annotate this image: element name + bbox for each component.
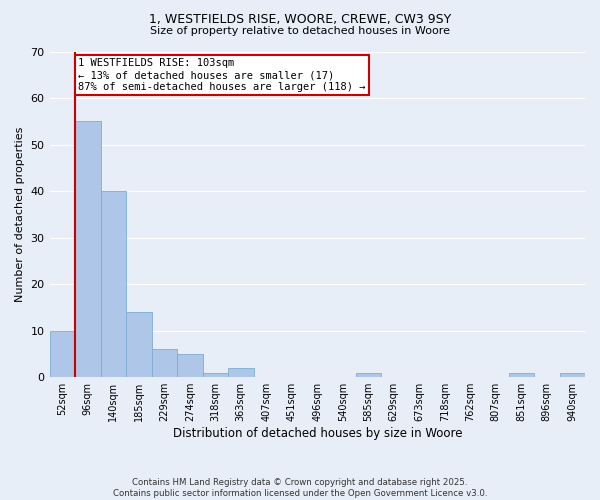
Bar xyxy=(101,191,126,377)
Text: Contains HM Land Registry data © Crown copyright and database right 2025.
Contai: Contains HM Land Registry data © Crown c… xyxy=(113,478,487,498)
Bar xyxy=(203,372,228,377)
Bar xyxy=(75,122,101,377)
Text: 1, WESTFIELDS RISE, WOORE, CREWE, CW3 9SY: 1, WESTFIELDS RISE, WOORE, CREWE, CW3 9S… xyxy=(149,12,451,26)
Bar xyxy=(228,368,254,377)
Bar xyxy=(560,372,585,377)
Bar xyxy=(509,372,534,377)
Bar xyxy=(152,350,177,377)
X-axis label: Distribution of detached houses by size in Woore: Distribution of detached houses by size … xyxy=(173,427,462,440)
Bar xyxy=(356,372,381,377)
Y-axis label: Number of detached properties: Number of detached properties xyxy=(15,126,25,302)
Text: Size of property relative to detached houses in Woore: Size of property relative to detached ho… xyxy=(150,26,450,36)
Text: 1 WESTFIELDS RISE: 103sqm
← 13% of detached houses are smaller (17)
87% of semi-: 1 WESTFIELDS RISE: 103sqm ← 13% of detac… xyxy=(78,58,365,92)
Bar xyxy=(126,312,152,377)
Bar xyxy=(177,354,203,377)
Bar xyxy=(50,330,75,377)
